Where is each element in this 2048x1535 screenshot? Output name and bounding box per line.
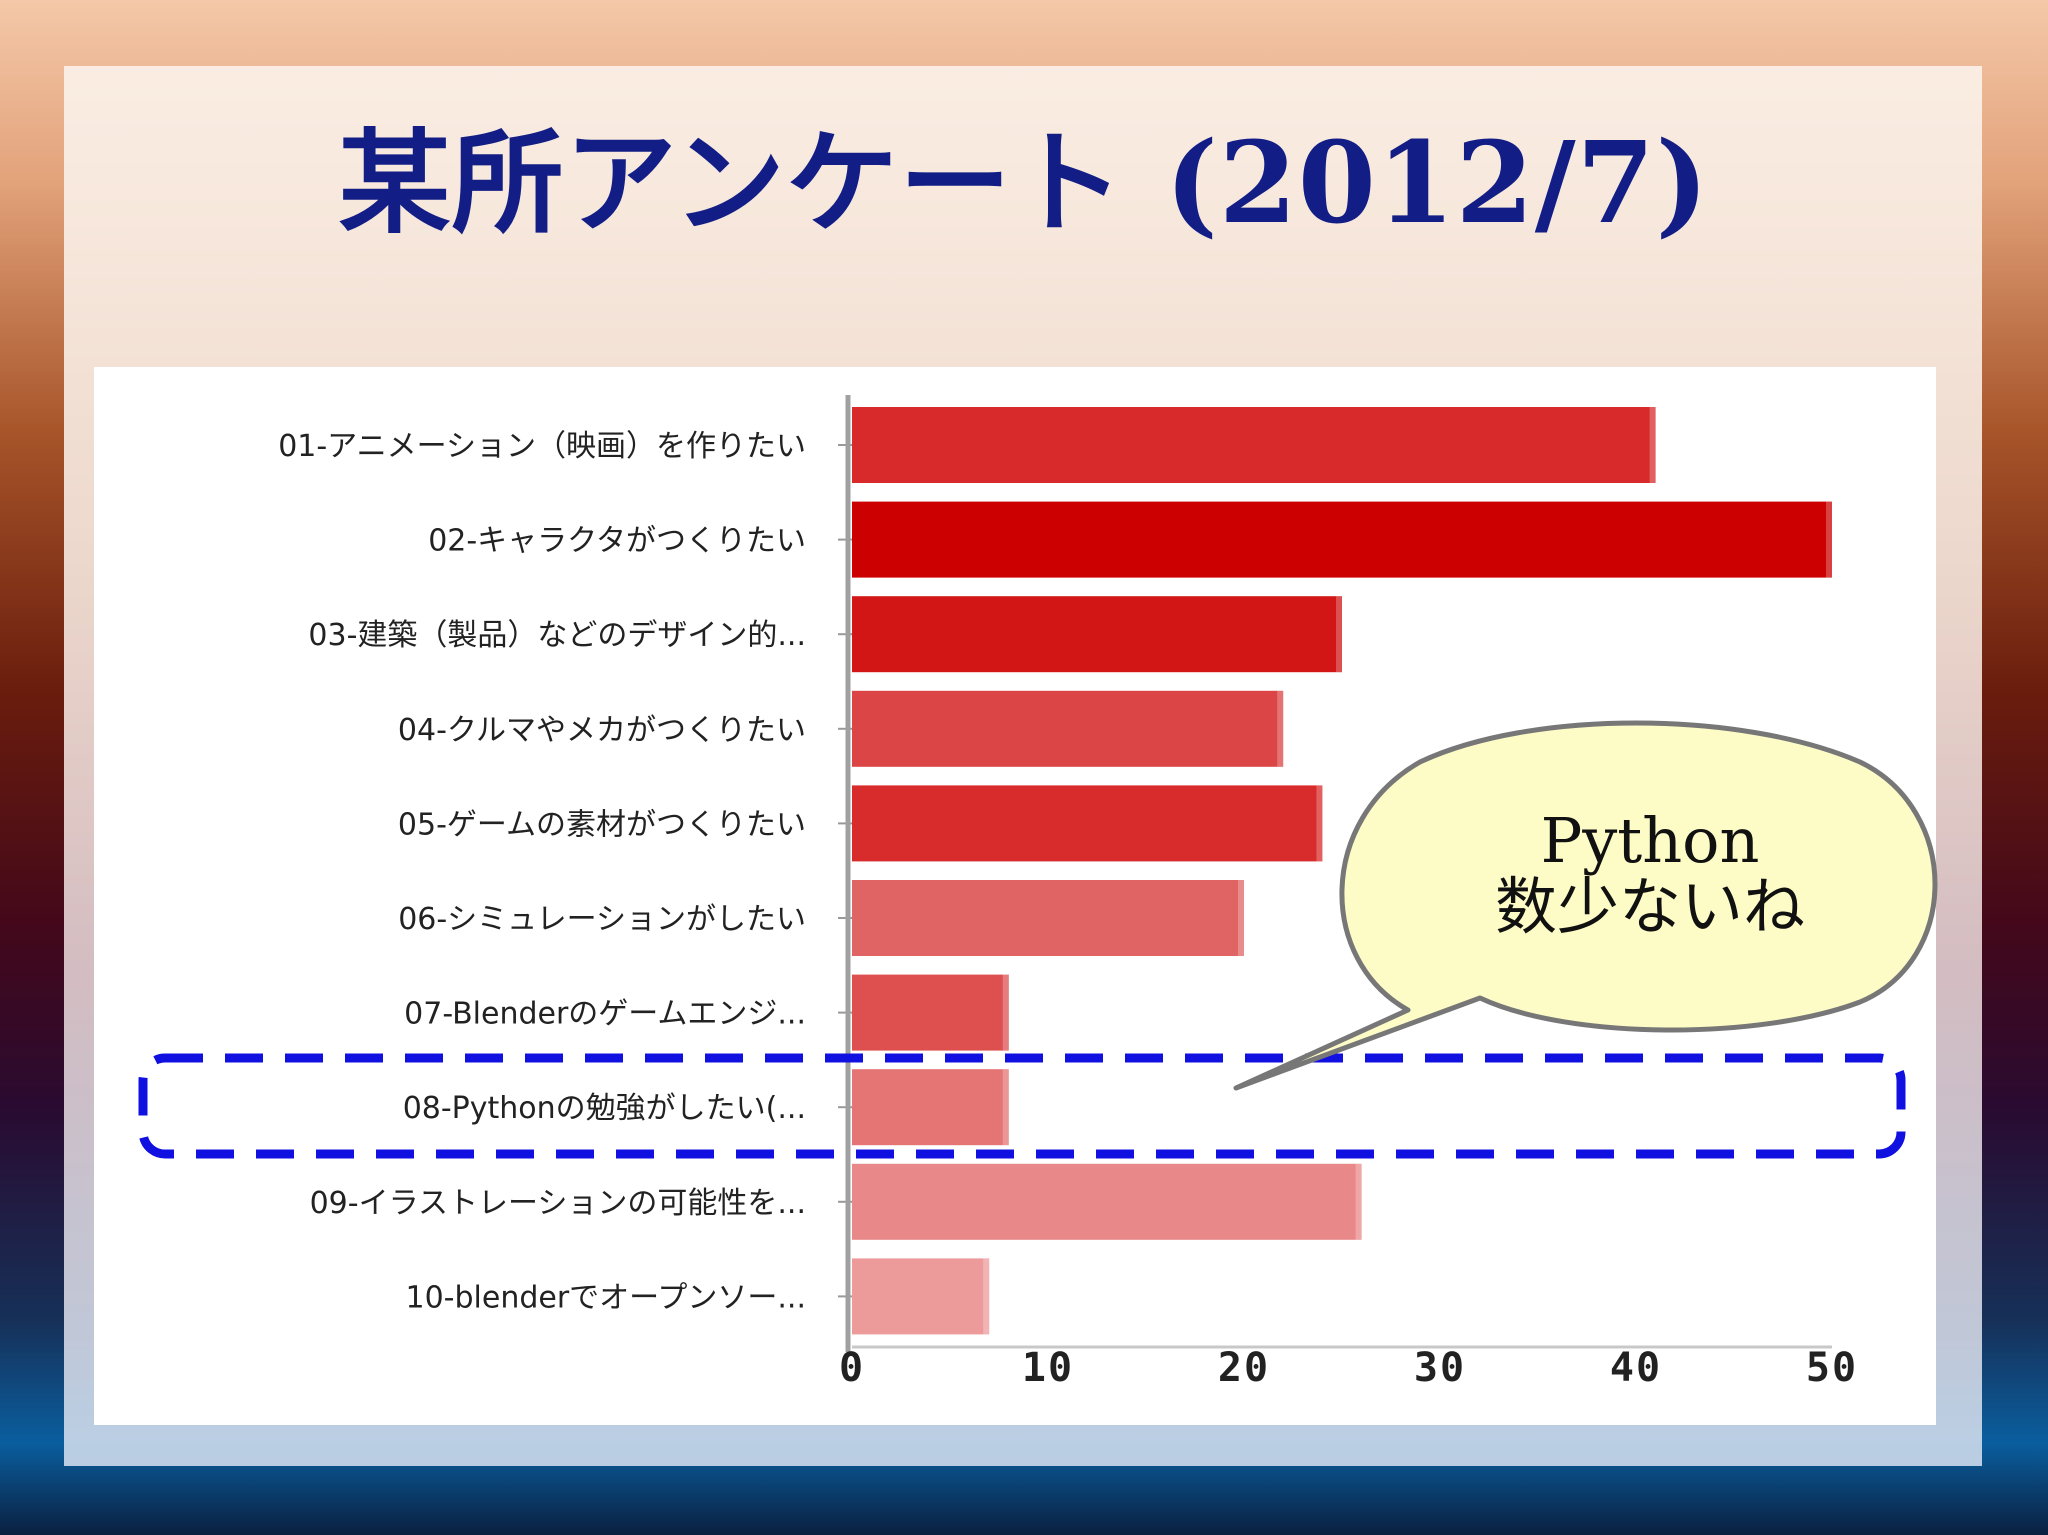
category-label: 05-ゲームの素材がつくりたい [398,807,806,842]
x-tick-label: 10 [1022,1345,1074,1391]
bar [852,407,1656,483]
category-label: 02-キャラクタがつくりたい [428,524,806,559]
bar [852,785,1323,862]
bar-edge [1238,880,1244,956]
bar [852,880,1244,956]
slide-title: 某所アンケート (2012/7) [338,118,1710,249]
bar [852,1163,1362,1240]
x-tick-label: 0 [839,1345,865,1391]
bar [852,690,1284,767]
category-label: 06-シミュレーションがしたい [398,902,806,937]
bar-edge [1336,596,1342,673]
bar-edge [983,1258,990,1335]
bar [852,1258,990,1335]
bar-chart: 01-アニメーション（映画）を作りたい 02-キャラクタがつくりたい 03-建築（製… [278,395,1858,1391]
bar-edge [1002,974,1009,1051]
speech-bubble [1233,720,1938,1091]
python-highlight-box [138,1053,1906,1159]
bar-edge [1826,501,1832,578]
bar [852,501,1832,578]
x-tick-label: 40 [1610,1345,1662,1391]
bar [852,1069,1009,1146]
bar-edge [1277,690,1284,767]
category-label: 01-アニメーション（映画）を作りたい [278,429,806,464]
x-tick-label: 20 [1218,1345,1270,1391]
category-label: 04-クルマやメカがつくりたい [398,713,806,748]
speech-bubble-line2: 数少ないね [1494,870,1805,943]
speech-bubble-line1: Python [1540,804,1760,877]
bar-edge [1355,1163,1362,1240]
x-tick-label: 50 [1806,1345,1858,1391]
category-label: 03-建築（製品）などのデザイン的... [308,618,806,653]
category-label: 07-Blenderのゲームエンジ... [404,997,806,1032]
category-label: 10-blenderでオープンソー... [406,1280,807,1315]
speech-bubble-text: Python 数少ないね [1440,808,1860,940]
bar [852,974,1009,1051]
bar [852,596,1342,673]
x-tick-label: 30 [1414,1345,1466,1391]
bar-edge [1002,1069,1009,1146]
bar-edge [1316,785,1323,862]
category-label: 09-イラストレーションの可能性を... [310,1186,806,1221]
category-label: 08-Pythonの勉強がしたい(... [403,1091,806,1126]
bar-edge [1649,407,1656,483]
